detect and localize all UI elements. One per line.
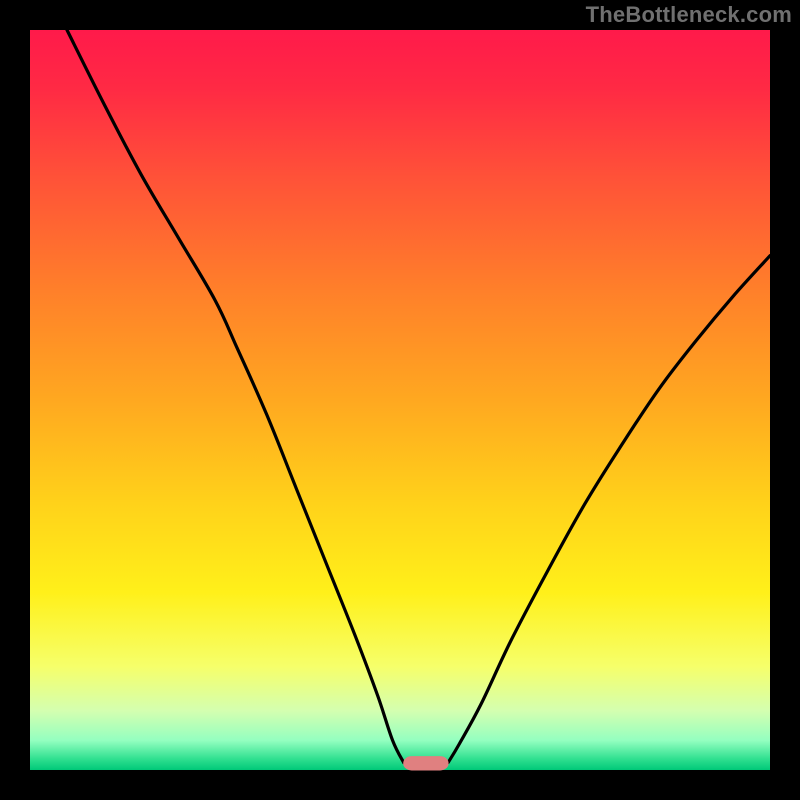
gradient-background xyxy=(30,30,770,770)
bottleneck-chart xyxy=(0,0,800,800)
valley-marker xyxy=(404,757,448,770)
chart-container: TheBottleneck.com xyxy=(0,0,800,800)
watermark-text: TheBottleneck.com xyxy=(586,2,792,28)
